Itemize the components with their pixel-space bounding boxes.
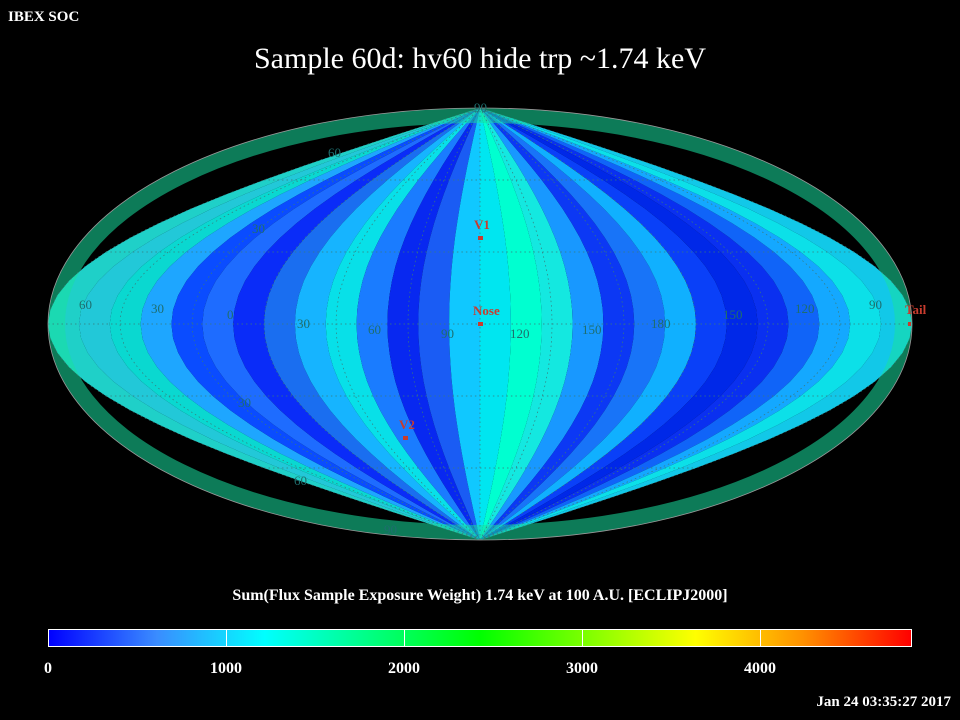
colorbar-tick-label: 2000	[388, 660, 420, 677]
colorbar-tick-label: 1000	[210, 660, 242, 677]
lon-label: 90	[869, 297, 882, 312]
flux-band	[387, 108, 480, 540]
lat-label: 90	[474, 100, 487, 115]
colorbar-tick	[760, 629, 761, 647]
flux-band	[480, 108, 635, 540]
lon-label: 60	[79, 297, 92, 312]
lon-label: 150	[582, 322, 602, 337]
map-title: Sample 60d: hv60 hide trp ~1.74 keV	[253, 42, 706, 75]
lat-label: 60	[328, 145, 341, 160]
colorbar-tick	[582, 629, 583, 647]
flux-band	[294, 108, 480, 540]
colorbar-tick-label: 0	[44, 660, 52, 677]
markers: V1 Nose V2 Tail	[399, 217, 927, 440]
lon-label: 120	[795, 301, 815, 316]
lon-label: 120	[510, 326, 530, 341]
map-outline	[47, 107, 913, 541]
lon-label: 30	[297, 316, 310, 331]
flux-band	[449, 108, 480, 540]
graticule-labels: 90 60 30 30 60 90 60 30 0 30 60 90 120 1…	[79, 100, 882, 537]
colorbar-tick-label: 3000	[566, 660, 598, 677]
v1-marker	[478, 236, 483, 240]
nose-label: Nose	[473, 303, 500, 318]
lon-label: 150	[723, 307, 743, 322]
v1-label: V1	[474, 217, 490, 232]
tail-label: Tail	[905, 302, 927, 317]
colorbar	[48, 629, 912, 647]
lon-label: 60	[368, 322, 381, 337]
lat-label: 90	[384, 522, 397, 537]
lon-label: 0	[227, 307, 234, 322]
lat-label: 60	[294, 473, 307, 488]
lon-label: 90	[441, 326, 454, 341]
colorbar-tick	[226, 629, 227, 647]
nose-marker	[478, 322, 483, 326]
soc-label: IBEX SOC	[8, 9, 80, 25]
colorbar-title: Sum(Flux Sample Exposure Weight) 1.74 ke…	[232, 587, 728, 604]
colorbar-tick	[404, 629, 405, 647]
flux-band	[480, 108, 573, 540]
lon-label: 180	[651, 316, 671, 331]
lat-label: 30	[238, 395, 251, 410]
lat-label: 30	[252, 221, 265, 236]
v2-marker	[403, 436, 408, 440]
v2-label: V2	[399, 417, 415, 432]
flux-band	[480, 108, 511, 540]
flux-band	[480, 108, 542, 540]
tail-marker	[908, 322, 911, 326]
flux-band	[480, 108, 666, 540]
flux-band	[480, 108, 604, 540]
colorbar-tick-label: 4000	[744, 660, 776, 677]
lon-label: 30	[151, 301, 164, 316]
timestamp: Jan 24 03:35:27 2017	[816, 694, 951, 710]
flux-band	[325, 108, 480, 540]
